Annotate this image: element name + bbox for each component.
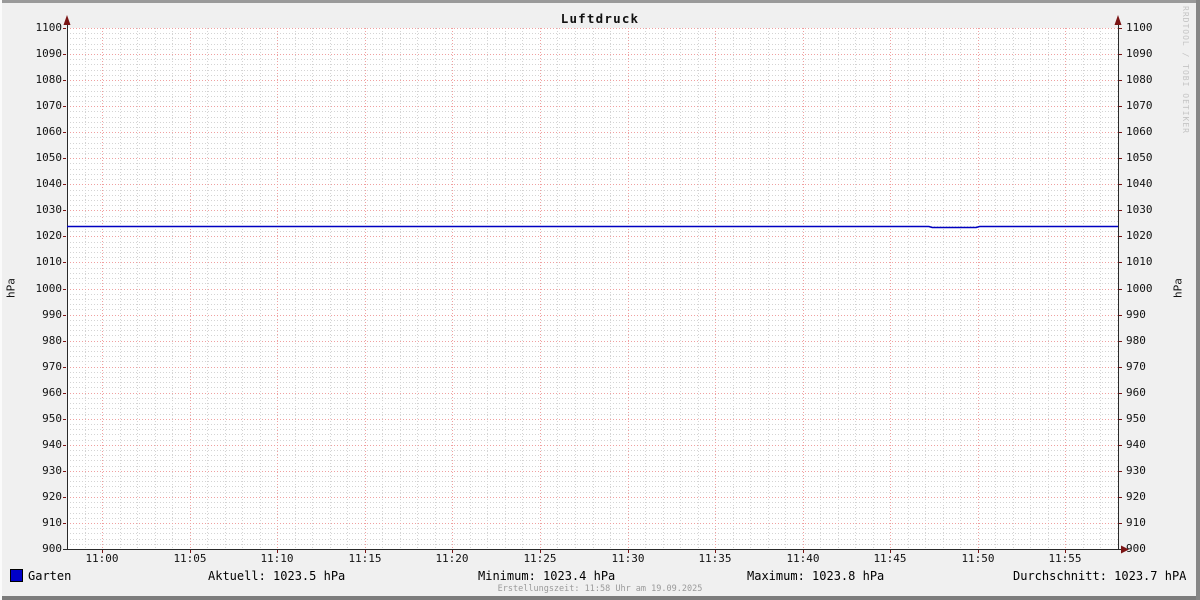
plot-canvas: [67, 28, 1118, 549]
x-axis-tick-label: 11:15: [348, 552, 382, 565]
x-axis-tick-label: 11:05: [173, 552, 207, 565]
window-border-left: [0, 0, 2, 600]
creation-timestamp: Erstellungszeit: 11:58 Uhr am 19.09.2025: [497, 584, 703, 594]
y-axis-tick-label-right: 1020: [1126, 229, 1153, 242]
y-axis-tick-label-right: 970: [1126, 360, 1146, 373]
x-axis-tick-label: 11:20: [435, 552, 469, 565]
x-axis-tick-label: 11:10: [260, 552, 294, 565]
y-axis-tick-label-left: 1020: [35, 229, 63, 242]
y-axis-tick-label-left: 1070: [35, 99, 63, 112]
y-axis-tick-label-left: 1090: [35, 47, 63, 60]
y-axis-tick-label-left: 910: [42, 516, 62, 529]
window-border-bottom: [0, 596, 1200, 600]
y-axis-tick-label-left: 1080: [35, 73, 63, 86]
y-axis-tick-label-right: 1040: [1126, 177, 1153, 190]
stat-minimum: Minimum: 1023.4 hPa: [478, 569, 616, 583]
y-axis-tick-label-right: 920: [1126, 490, 1146, 503]
y-axis-tick-label-left: 950: [42, 412, 62, 425]
x-axis-tick-label: 11:00: [85, 552, 119, 565]
stat-current: Aktuell: 1023.5 hPa: [208, 569, 346, 583]
window-border-top: [0, 0, 1200, 3]
y-axis-tick-label-right: 1030: [1126, 203, 1153, 216]
x-axis-tick-label: 11:25: [523, 552, 557, 565]
series-line-garten: [67, 225, 1118, 229]
stat-average: Durchschnitt: 1023.7 hPA: [1013, 569, 1187, 583]
chart-title: Luftdruck: [560, 11, 640, 26]
x-axis-tick-label: 11:50: [961, 552, 995, 565]
y-axis-arrow-right: [1114, 15, 1122, 25]
y-axis-tick-label-right: 1090: [1126, 47, 1153, 60]
y-axis-tick-label-right: 940: [1126, 438, 1146, 451]
x-axis-tick-label: 11:35: [698, 552, 732, 565]
y-axis-tick-label-right: 1070: [1126, 99, 1153, 112]
y-axis-tick-label-right: 900: [1126, 542, 1146, 555]
y-axis-tick-label-right: 1080: [1126, 73, 1153, 86]
rrdtool-watermark: RRDTOOL / TOBI OETIKER: [1181, 6, 1190, 134]
x-axis-tick-label: 11:40: [786, 552, 820, 565]
y-axis-tick-label-left: 940: [42, 438, 62, 451]
y-axis-tick-label-right: 1050: [1126, 151, 1153, 164]
y-axis-tick-label-left: 1030: [35, 203, 63, 216]
y-axis-tick-label-left: 1050: [35, 151, 63, 164]
legend-swatch: [10, 569, 23, 582]
y-axis-tick-label-right: 980: [1126, 334, 1146, 347]
y-axis-tick-label-left: 920: [42, 490, 62, 503]
y-axis-tick-label-left: 1010: [35, 255, 63, 268]
y-axis-tick-label-right: 960: [1126, 386, 1146, 399]
y-axis-tick-label-left: 1040: [35, 177, 63, 190]
y-axis-arrow-left: [63, 15, 71, 25]
x-axis-tick-label: 11:55: [1048, 552, 1082, 565]
x-axis-tick-label: 11:30: [611, 552, 645, 565]
x-axis-tick-label: 11:45: [873, 552, 907, 565]
y-axis-tick-label-right: 1010: [1126, 255, 1153, 268]
y-axis-tick-label-left: 970: [42, 360, 62, 373]
y-axis-tick-label-left: 930: [42, 464, 62, 477]
y-axis-tick-label-right: 930: [1126, 464, 1146, 477]
y-axis-tick-label-right: 1000: [1126, 282, 1153, 295]
y-axis-tick-label-right: 990: [1126, 308, 1146, 321]
y-axis-tick-label-left: 900: [42, 542, 62, 555]
y-axis-tick-label-left: 1060: [35, 125, 63, 138]
y-axis-tick-label-left: 1000: [35, 282, 63, 295]
y-axis-unit-left: hPa: [4, 278, 18, 298]
y-axis-tick-label-left: 990: [42, 308, 62, 321]
y-axis-unit-right: hPa: [1171, 278, 1185, 298]
y-axis-tick-label-left: 980: [42, 334, 62, 347]
y-axis-tick-label-right: 910: [1126, 516, 1146, 529]
legend-series-label: Garten: [28, 569, 72, 583]
y-axis-tick-label-left: 960: [42, 386, 62, 399]
y-axis-tick-label-right: 1060: [1126, 125, 1153, 138]
stat-maximum: Maximum: 1023.8 hPa: [747, 569, 885, 583]
y-axis-tick-label-left: 1100: [35, 21, 63, 34]
x-axis-arrow: [1121, 545, 1129, 554]
window-border-right: [1196, 0, 1200, 600]
y-axis-tick-label-right: 1100: [1126, 21, 1153, 34]
y-axis-tick-label-right: 950: [1126, 412, 1146, 425]
